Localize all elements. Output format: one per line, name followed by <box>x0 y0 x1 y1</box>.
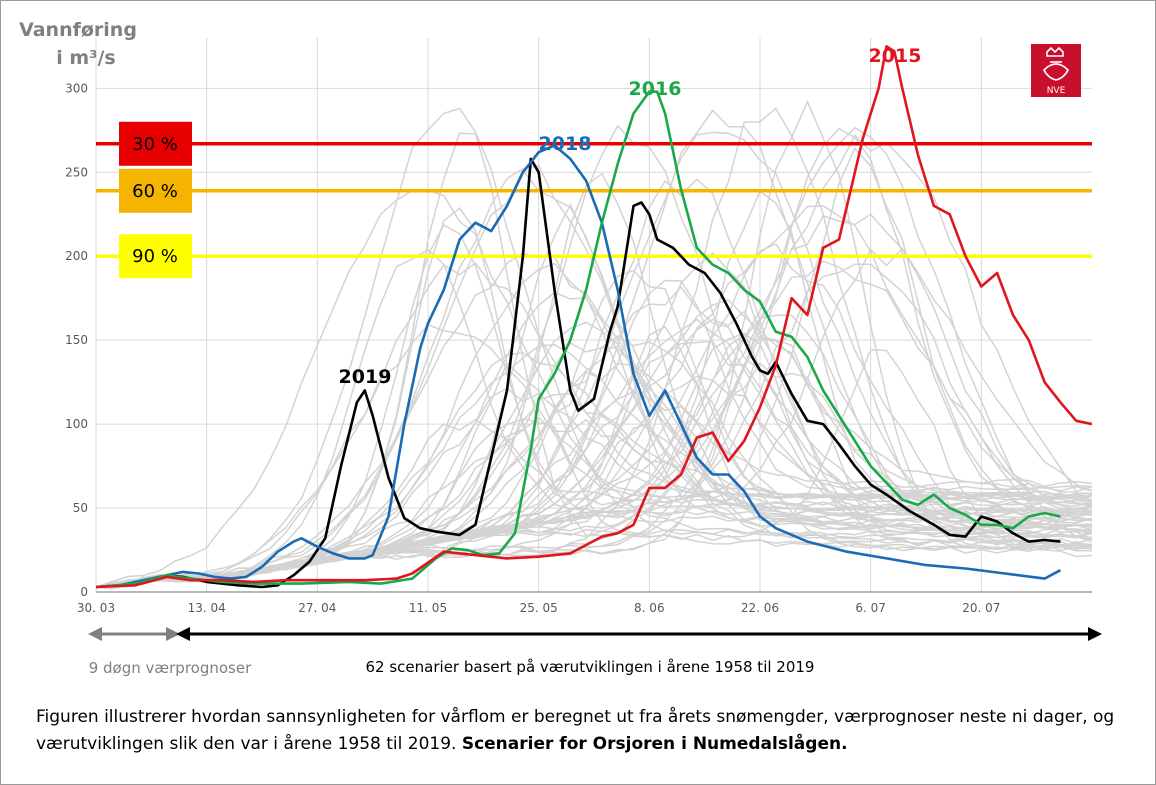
year-label-2019: 2019 <box>339 366 392 388</box>
scenario-line <box>96 189 1092 588</box>
nve-logo: NVE <box>1031 44 1081 97</box>
scenario-line <box>96 178 1092 588</box>
x-tick-label: 8. 06 <box>634 601 665 615</box>
x-tick-label: 6. 07 <box>855 601 886 615</box>
threshold-box <box>119 234 192 279</box>
year-label-2015: 2015 <box>869 45 922 67</box>
x-tick-label: 27. 04 <box>298 601 336 615</box>
threshold-label: 30 % <box>132 134 178 155</box>
flow-chart: 0 50 100 150 200 250 300 30. 03 13. 04 27. 04 11.… <box>19 19 1102 677</box>
y-tick-label: 250 <box>65 165 88 179</box>
forecast-arrow <box>88 627 180 641</box>
scenario-line <box>96 324 1092 589</box>
series-line-2019 <box>96 157 1061 589</box>
x-axis-ticks: 30. 03 13. 04 27. 04 11. 05 25. 05 8. 06 22. 0… <box>77 601 1001 615</box>
x-tick-label: 11. 05 <box>409 601 447 615</box>
scenario-line <box>96 361 1092 590</box>
scenario-line <box>96 285 1092 589</box>
year-label-2016: 2016 <box>629 78 682 100</box>
scenarios-label: 62 scenarier basert på værutviklingen i … <box>366 658 815 676</box>
y-tick-label: 0 <box>80 585 88 599</box>
y-tick-label: 100 <box>65 417 88 431</box>
y-tick-label: 300 <box>65 81 88 95</box>
threshold-label: 90 % <box>132 246 178 267</box>
y-tick-label: 50 <box>73 501 88 515</box>
lion-crest-icon <box>1043 46 1069 81</box>
logo-text: NVE <box>1047 86 1066 96</box>
y-axis-ticks: 0 50 100 150 200 250 300 <box>65 81 88 599</box>
x-tick-label: 25. 05 <box>520 601 558 615</box>
figure-caption: Figuren illustrerer hvordan sannsynlighe… <box>36 704 1136 758</box>
x-tick-label: 22. 06 <box>741 601 779 615</box>
caption-bold: Scenarier for Orsjoren i Numedalslågen. <box>461 734 848 754</box>
year-labels: 2015 2016 2018 2019 <box>339 45 922 388</box>
scenario-line <box>96 252 1092 590</box>
caption-text: Figuren illustrerer hvordan sannsynlighe… <box>36 707 1115 754</box>
y-axis-title-line1: Vannføring <box>19 19 137 41</box>
x-tick-label: 20. 07 <box>962 601 1000 615</box>
scenario-arrow <box>176 627 1102 641</box>
highlight-series <box>96 45 1092 589</box>
y-axis-title-line2: i m³/s <box>56 47 116 69</box>
series-line-2015 <box>96 45 1092 589</box>
x-tick-label: 13. 04 <box>188 601 226 615</box>
x-tick-label: 30. 03 <box>77 601 115 615</box>
y-tick-label: 200 <box>65 249 88 263</box>
threshold-box <box>119 121 192 166</box>
scenario-line <box>96 261 1092 588</box>
scenario-line <box>96 147 1092 588</box>
threshold-label: 60 % <box>132 181 178 202</box>
series-line-2016 <box>96 90 1061 589</box>
y-tick-label: 150 <box>65 333 88 347</box>
forecast-label: 9 døgn værprognoser <box>89 659 252 677</box>
year-label-2018: 2018 <box>539 133 592 155</box>
threshold-box <box>119 168 192 213</box>
series-line-2018 <box>96 144 1062 589</box>
